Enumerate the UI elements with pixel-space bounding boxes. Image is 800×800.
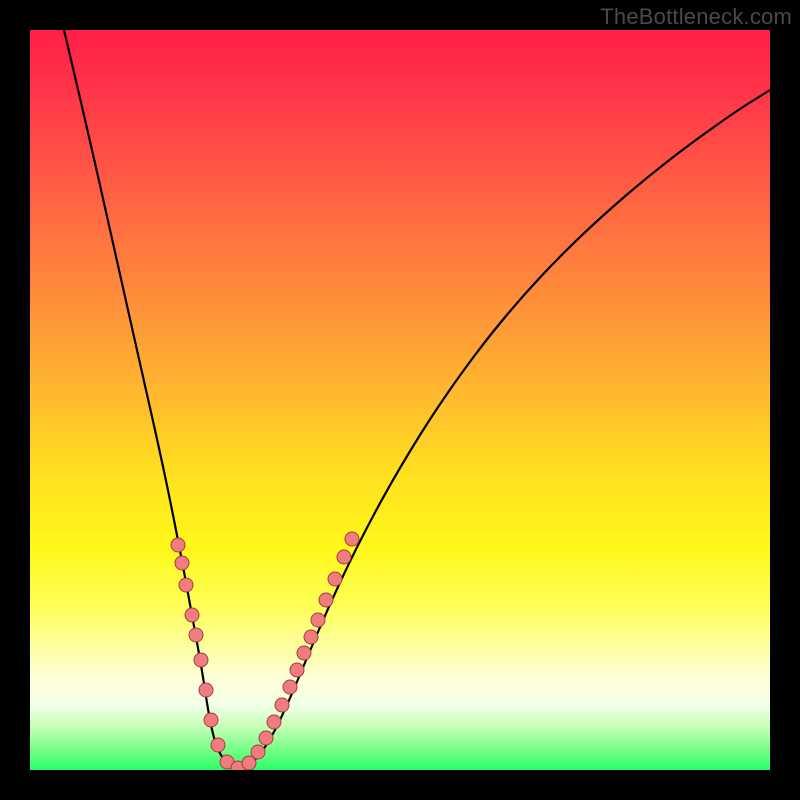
data-marker xyxy=(290,663,304,677)
bottleneck-chart xyxy=(0,0,800,800)
data-marker xyxy=(171,538,185,552)
data-marker xyxy=(345,532,359,546)
data-marker xyxy=(328,572,342,586)
data-marker xyxy=(211,738,225,752)
data-marker xyxy=(204,713,218,727)
data-marker xyxy=(275,698,289,712)
data-marker xyxy=(283,680,297,694)
data-marker xyxy=(337,550,351,564)
data-marker xyxy=(199,683,213,697)
data-marker xyxy=(189,628,203,642)
data-marker xyxy=(319,593,333,607)
watermark-text: TheBottleneck.com xyxy=(600,4,792,30)
data-marker xyxy=(297,646,311,660)
data-marker xyxy=(251,745,265,759)
data-marker xyxy=(267,715,281,729)
data-marker xyxy=(175,556,189,570)
data-marker xyxy=(311,613,325,627)
data-marker xyxy=(179,578,193,592)
chart-root: TheBottleneck.com xyxy=(0,0,800,800)
data-marker xyxy=(304,630,318,644)
data-marker xyxy=(194,653,208,667)
data-marker xyxy=(259,731,273,745)
data-marker xyxy=(185,608,199,622)
